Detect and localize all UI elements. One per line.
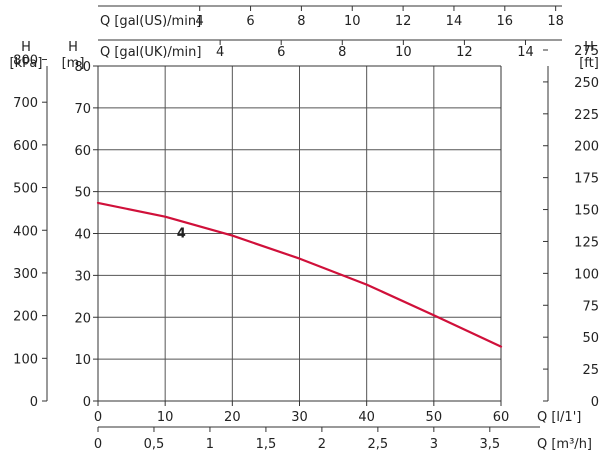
x-tick-label-m3h: 2,5 bbox=[368, 437, 389, 452]
x-tick-label-galus: 18 bbox=[547, 14, 564, 29]
x-tick-label-m3h: 2 bbox=[318, 437, 326, 452]
y-tick-label-kpa: 500 bbox=[13, 182, 38, 197]
x-tick-label-galuk: 6 bbox=[277, 45, 285, 60]
y-tick-label-kpa: 400 bbox=[13, 224, 38, 239]
x-tick-label-m3h: 3 bbox=[430, 437, 438, 452]
y-tick-label-m: 80 bbox=[74, 60, 91, 75]
x-tick-label-galuk: 8 bbox=[338, 45, 346, 60]
x-axis-galus-label: Q [gal(US)/min] bbox=[100, 14, 201, 29]
y-tick-label-ft: 25 bbox=[582, 363, 599, 378]
x-axis-m3h-label: Q [m³/h] bbox=[537, 437, 592, 452]
y-tick-label-ft: 150 bbox=[574, 204, 599, 219]
y-tick-label-kpa: 0 bbox=[30, 395, 38, 410]
x-tick-label-galus: 16 bbox=[497, 14, 514, 29]
x-tick-label-lpm: 0 bbox=[94, 410, 102, 425]
x-tick-label-lpm: 50 bbox=[426, 410, 443, 425]
y-tick-label-ft: 100 bbox=[574, 267, 599, 282]
y-tick-label-ft: 250 bbox=[574, 76, 599, 91]
y-tick-label-m: 50 bbox=[74, 186, 91, 201]
x-tick-label-galus: 14 bbox=[446, 14, 463, 29]
y-tick-label-ft: 225 bbox=[574, 108, 599, 123]
x-tick-label-lpm: 60 bbox=[493, 410, 510, 425]
y-tick-label-ft: 50 bbox=[582, 331, 599, 346]
x-tick-label-lpm: 20 bbox=[224, 410, 241, 425]
y-axis-kpa-title: H bbox=[21, 40, 31, 55]
tick-labels: 0 10 20 30 40 50 60010203040506070800100200300… bbox=[13, 14, 599, 452]
x-tick-label-galus: 6 bbox=[246, 14, 254, 29]
x-axis-lpm-label: Q [l/1'] bbox=[537, 410, 581, 425]
y-axis-m-title: H bbox=[68, 40, 78, 55]
y-tick-label-m: 60 bbox=[74, 144, 91, 159]
y-tick-label-ft: 200 bbox=[574, 140, 599, 155]
series: 4 bbox=[96, 201, 503, 348]
x-tick-label-galus: 10 bbox=[344, 14, 361, 29]
y-tick-label-kpa: 100 bbox=[13, 352, 38, 367]
y-tick-label-kpa: 600 bbox=[13, 139, 38, 154]
y-tick-label-ft: 75 bbox=[582, 299, 599, 314]
x-tick-label-m3h: 1 bbox=[206, 437, 214, 452]
x-tick-label-galuk: 12 bbox=[456, 45, 473, 60]
series-label-4: 4 bbox=[177, 227, 186, 242]
y-tick-label-ft: 175 bbox=[574, 172, 599, 187]
x-tick-label-m3h: 0 bbox=[94, 437, 102, 452]
y-axis-ft-unit: [ft] bbox=[579, 56, 599, 71]
x-tick-label-galus: 8 bbox=[297, 14, 305, 29]
x-tick-label-m3h: 3,5 bbox=[479, 437, 500, 452]
y-tick-label-m: 30 bbox=[74, 269, 91, 284]
axis-labels: Q [gal(US)/min] Q [gal(UK)/min] Q [l/1'] Q … bbox=[10, 14, 599, 452]
x-tick-label-m3h: 0,5 bbox=[144, 437, 165, 452]
y-tick-label-kpa: 700 bbox=[13, 96, 38, 111]
y-tick-label-kpa: 800 bbox=[13, 54, 38, 69]
y-axis-kpa-unit: [kPa] bbox=[10, 56, 43, 71]
y-tick-label-m: 10 bbox=[74, 353, 91, 368]
x-tick-label-lpm: 30 bbox=[291, 410, 308, 425]
y-tick-label-m: 40 bbox=[74, 228, 91, 243]
x-tick-label-lpm: 40 bbox=[358, 410, 375, 425]
x-tick-label-galuk: 14 bbox=[517, 45, 534, 60]
x-tick-label-galus: 4 bbox=[196, 14, 204, 29]
x-tick-label-lpm: 10 bbox=[157, 410, 174, 425]
y-tick-label-m: 0 bbox=[83, 395, 91, 410]
x-tick-label-galuk: 10 bbox=[395, 45, 412, 60]
y-tick-label-kpa: 300 bbox=[13, 267, 38, 282]
x-axis-galuk-label: Q [gal(UK)/min] bbox=[100, 45, 201, 60]
y-axis-m-unit: [m] bbox=[62, 56, 85, 71]
grid bbox=[98, 65, 502, 401]
y-tick-label-ft: 0 bbox=[591, 395, 599, 410]
x-tick-label-galuk: 4 bbox=[216, 45, 224, 60]
series-line-4 bbox=[96, 201, 503, 348]
y-tick-label-ft: 275 bbox=[574, 44, 599, 59]
y-axis-ft-title: H bbox=[584, 40, 594, 55]
axes bbox=[42, 5, 562, 432]
x-tick-label-galus: 12 bbox=[395, 14, 412, 29]
x-tick-label-m3h: 1,5 bbox=[256, 437, 277, 452]
y-tick-label-m: 70 bbox=[74, 102, 91, 117]
y-tick-label-kpa: 200 bbox=[13, 310, 38, 325]
y-tick-label-m: 20 bbox=[74, 311, 91, 326]
y-tick-label-ft: 125 bbox=[574, 235, 599, 250]
